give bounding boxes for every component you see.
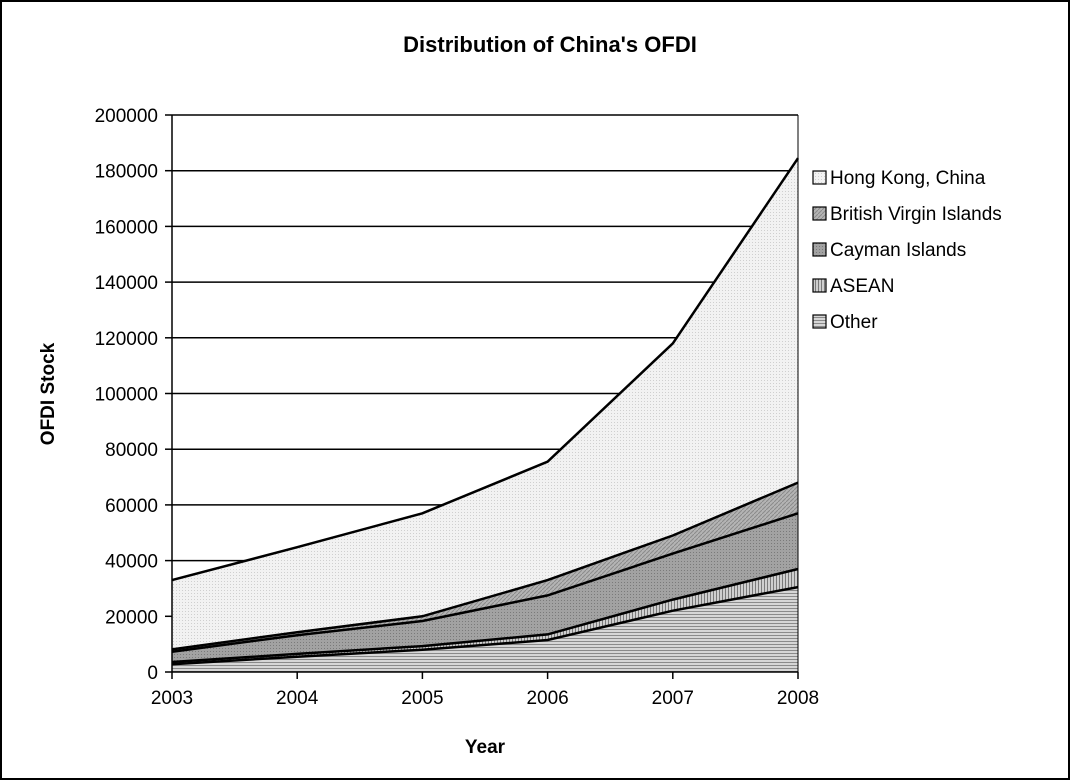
chart-title: Distribution of China's OFDI: [403, 32, 697, 57]
boundary-cayman-islands: [171, 512, 799, 653]
x-tick-label: 2008: [777, 688, 819, 709]
legend-swatch: [812, 170, 827, 185]
legend-item-cayman-islands: Cayman Islands: [812, 240, 966, 261]
legend: Hong Kong, China British Virgin Islands Ca…: [812, 168, 1002, 333]
x-tick-label: 2007: [652, 688, 694, 709]
series-areas: [172, 158, 798, 672]
boundary-british-virgin-islands: [171, 481, 799, 651]
y-tick-label: 40000: [105, 552, 158, 573]
x-tick-label: 2004: [276, 688, 319, 709]
y-tick-label: 200000: [95, 106, 158, 127]
legend-item-hong-kong-china: Hong Kong, China: [812, 168, 986, 189]
legend-label: Cayman Islands: [830, 240, 966, 261]
legend-label: ASEAN: [830, 276, 894, 297]
legend-swatch: [812, 314, 827, 329]
x-tick-label: 2003: [151, 688, 193, 709]
axes: [165, 114, 799, 679]
y-tick-label: 140000: [95, 273, 158, 294]
x-tick-label: 2006: [526, 688, 568, 709]
area-other: [172, 587, 798, 672]
legend-swatch: [812, 278, 827, 293]
legend-label: British Virgin Islands: [830, 204, 1002, 225]
legend-swatch: [812, 242, 827, 257]
legend-item-other: Other: [812, 312, 878, 333]
boundary-hong-kong-china: [171, 157, 800, 582]
x-tick-labels: 2003 2004 2005 2006 2007 2008: [151, 688, 819, 709]
legend-label: Hong Kong, China: [830, 168, 986, 189]
y-axis-title: OFDI Stock: [38, 342, 59, 445]
legend-label: Other: [830, 312, 878, 333]
series-lines: [171, 157, 800, 666]
y-tick-label: 80000: [105, 440, 158, 461]
boundary-other: [171, 585, 799, 666]
y-tick-label: 180000: [95, 162, 158, 183]
legend-item-british-virgin-islands: British Virgin Islands: [812, 204, 1002, 225]
area-hong-kong-china: [172, 158, 798, 650]
y-tick-label: 120000: [95, 329, 158, 350]
y-tick-label: 20000: [105, 607, 158, 628]
boundary-asean: [171, 567, 799, 664]
y-tick-label: 100000: [95, 385, 158, 406]
x-axis-title: Year: [465, 737, 506, 758]
legend-swatch: [812, 206, 827, 221]
y-tick-labels: 0 20000 40000 60000 80000 100000 120000 140000 1…: [95, 106, 158, 684]
area-cayman-islands: [172, 513, 798, 662]
y-tick-label: 160000: [95, 217, 158, 238]
x-tick-label: 2005: [401, 688, 443, 709]
y-tick-label: 60000: [105, 496, 158, 517]
y-tick-label: 0: [147, 663, 158, 684]
legend-item-asean: ASEAN: [812, 276, 894, 297]
